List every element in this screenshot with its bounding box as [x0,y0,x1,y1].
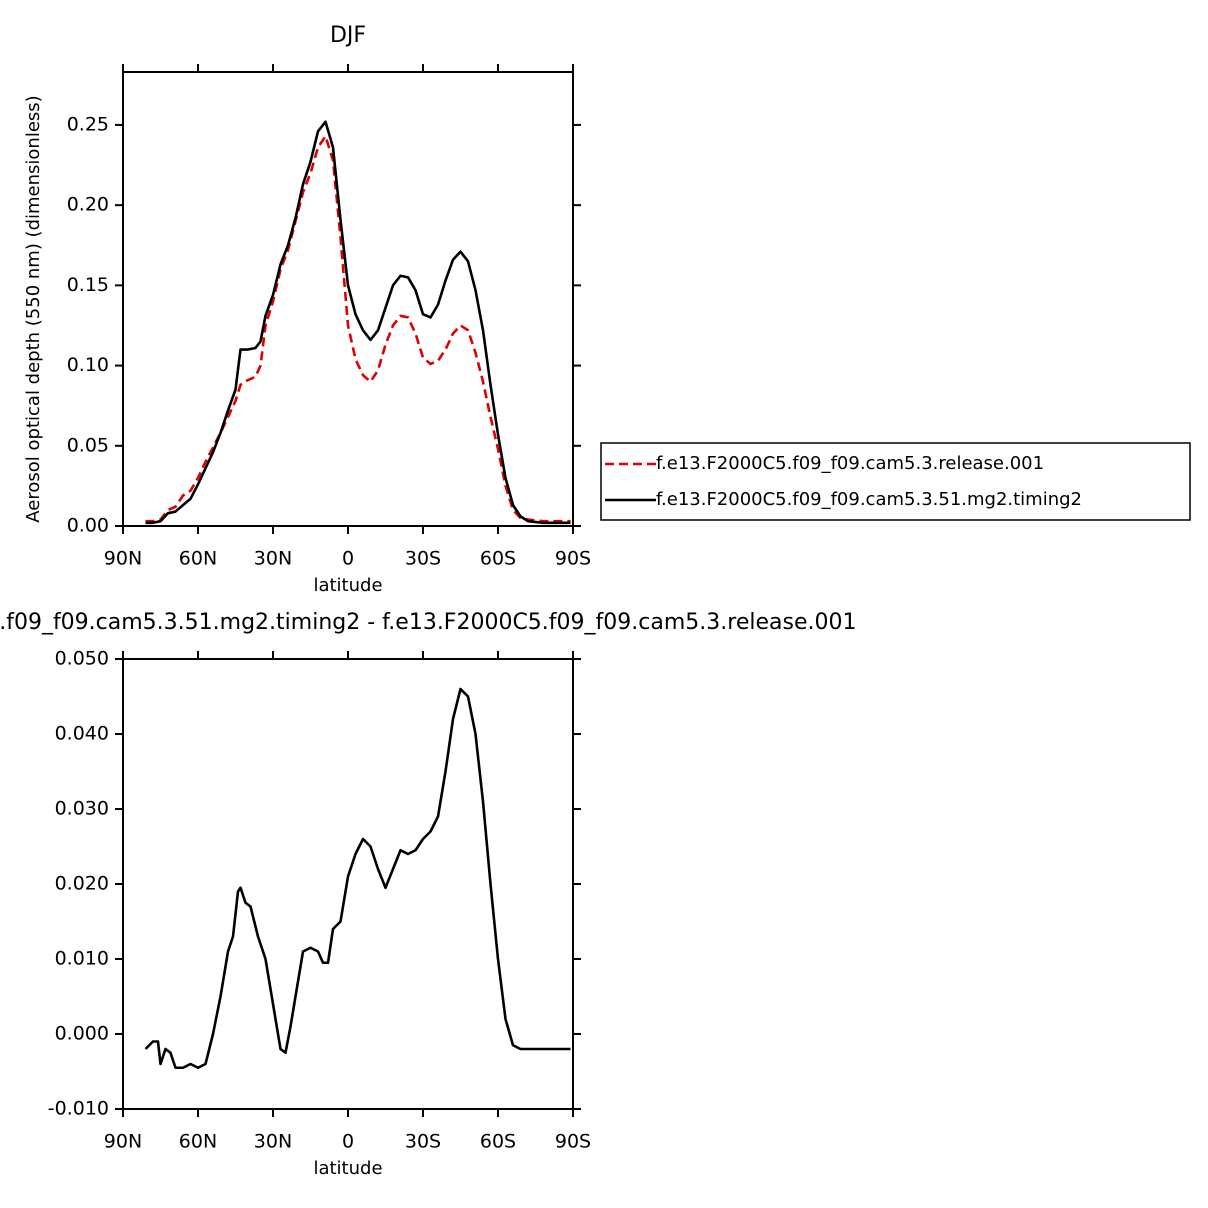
legend-label: f.e13.F2000C5.f09_f09.cam5.3.release.001 [656,453,1044,474]
x-tick-label: 60S [480,548,516,570]
y-tick-label: 0.20 [67,194,109,216]
x-tick-label: 30S [405,1131,441,1153]
y-tick-label: 0.00 [67,515,109,537]
x-tick-label: 90N [104,1131,142,1153]
x-tick-label: 30N [254,1131,292,1153]
x-axis-label: latitude [313,1158,382,1179]
x-tick-label: 90S [555,548,591,570]
x-axis-label: latitude [313,575,382,596]
y-tick-label: -0.010 [48,1098,109,1120]
x-tick-label: 60N [179,1131,217,1153]
x-tick-label: 90S [555,1131,591,1153]
data-line [145,134,571,523]
y-tick-label: 0.010 [55,948,109,970]
x-tick-label: 0 [342,548,354,570]
x-tick-label: 60S [480,1131,516,1153]
plot-frame [122,658,574,1110]
x-tick-label: 30N [254,548,292,570]
y-tick-label: 0.05 [67,434,109,456]
chart-title: f.e13.F2000C5.f09_f09.cam5.3.51.mg2.timi… [0,610,856,635]
plot-frame [122,71,574,527]
legend-label: f.e13.F2000C5.f09_f09.cam5.3.51.mg2.timi… [656,489,1082,510]
chart-title: DJF [330,23,366,48]
y-tick-label: 0.020 [55,873,109,895]
x-tick-label: 0 [342,1131,354,1153]
x-tick-label: 30S [405,548,441,570]
legend-box [600,442,1191,521]
data-line [144,687,571,1070]
data-line [145,120,571,525]
x-tick-label: 90N [104,548,142,570]
y-tick-label: 0.000 [55,1023,109,1045]
y-tick-label: 0.10 [67,354,109,376]
x-tick-label: 60N [179,548,217,570]
y-tick-label: 0.040 [55,723,109,745]
y-axis-label: Aerosol optical depth (550 nm) (dimensio… [23,95,44,522]
y-tick-label: 0.15 [67,274,109,296]
y-tick-label: 0.25 [67,113,109,135]
y-tick-label: 0.050 [55,648,109,670]
y-tick-label: 0.030 [55,798,109,820]
